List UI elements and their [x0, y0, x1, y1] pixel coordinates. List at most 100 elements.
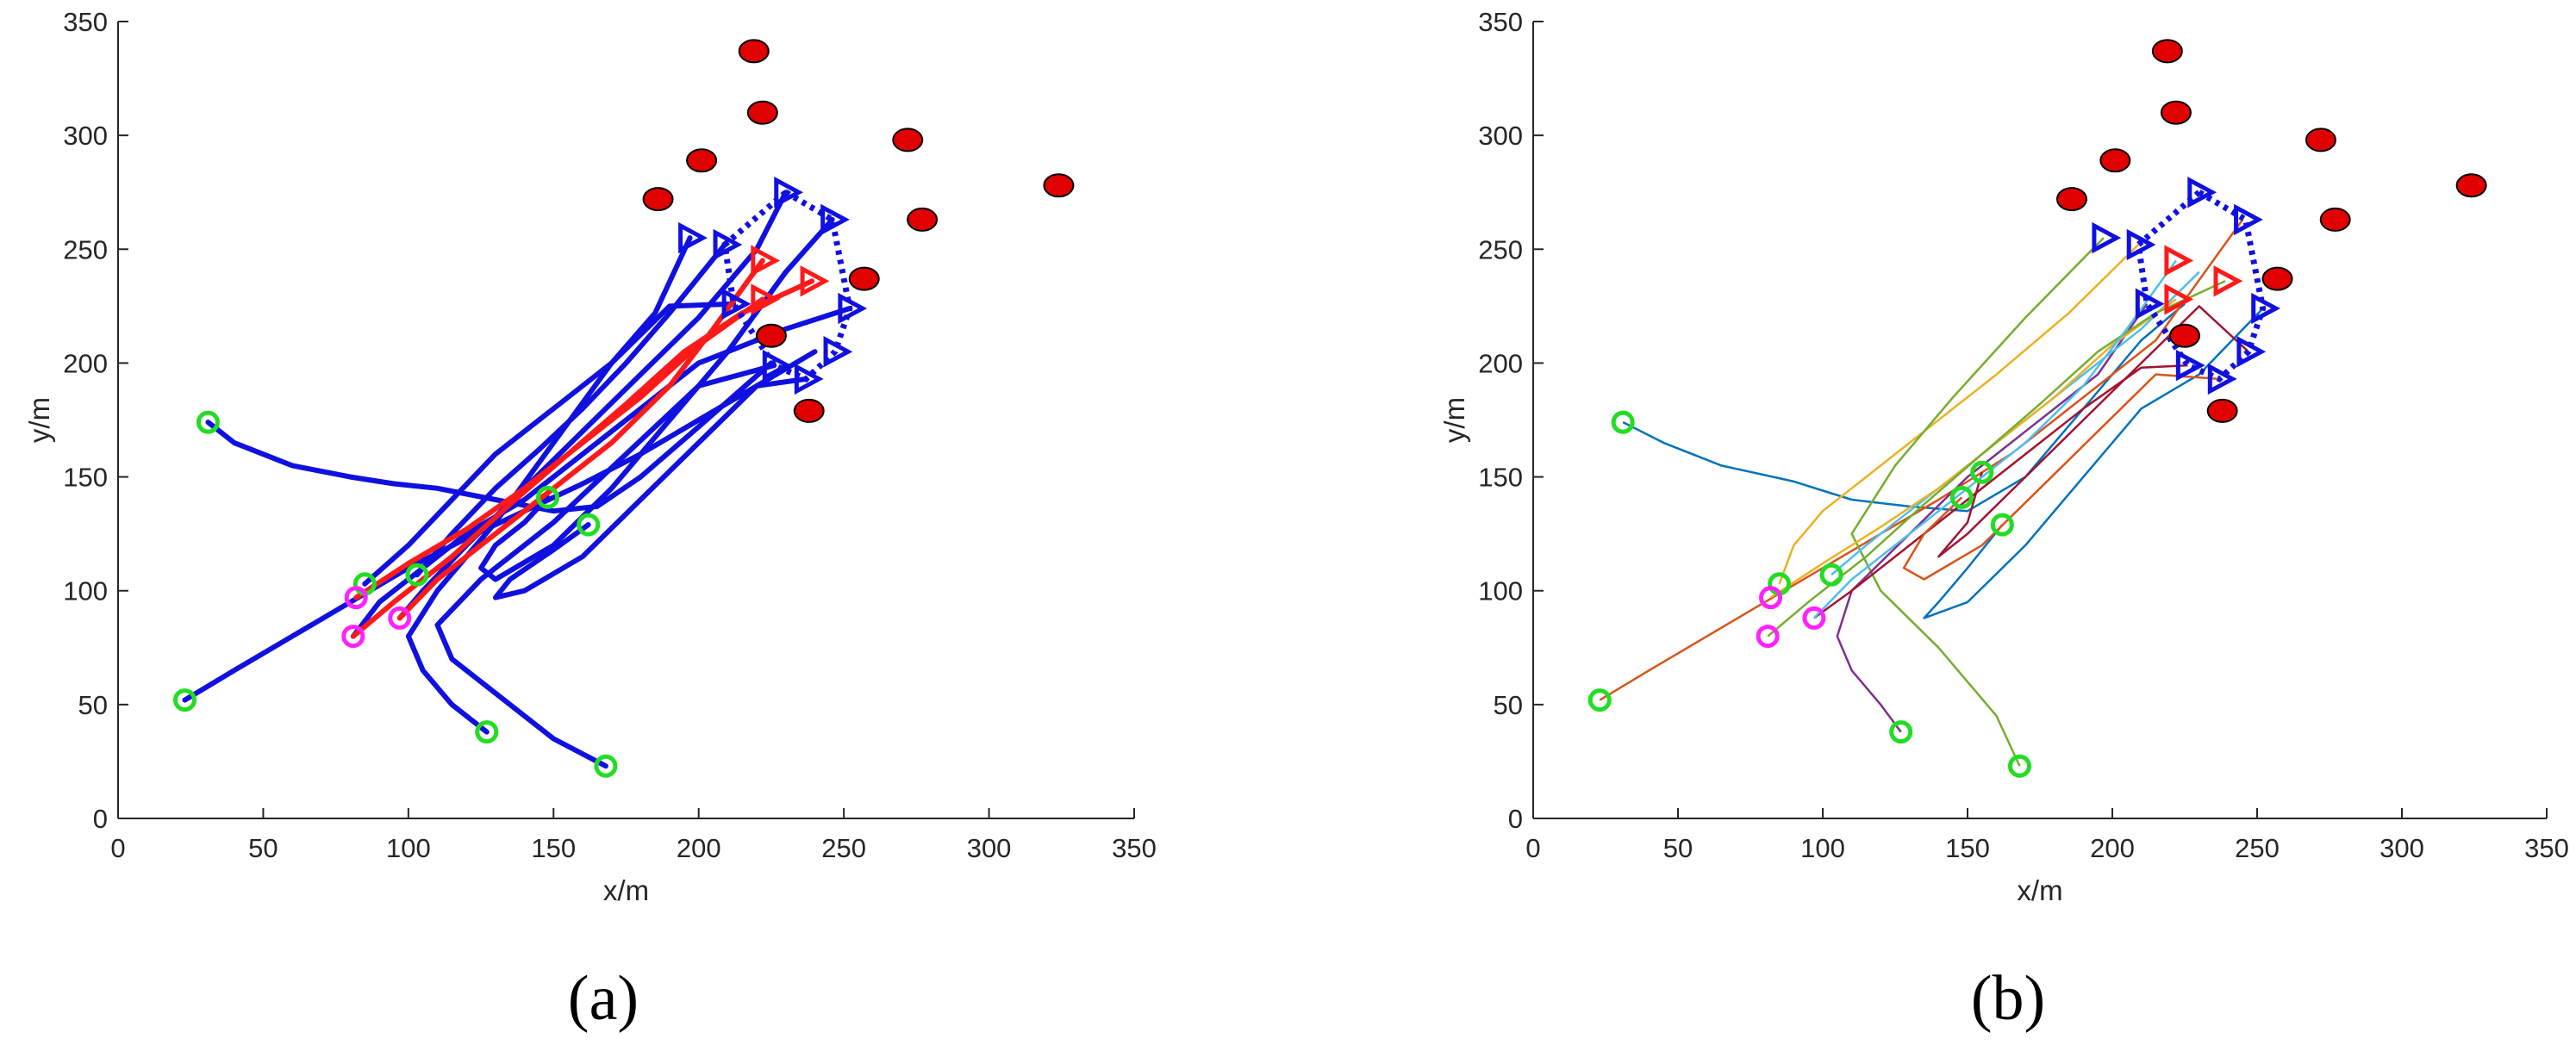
green-start-marker — [594, 754, 618, 778]
x-tick-label: 200 — [2090, 833, 2135, 863]
y-tick-label: 200 — [63, 348, 108, 378]
blue-target-marker — [2175, 349, 2205, 382]
green-start-marker — [475, 720, 499, 744]
panel-label: (b) — [1971, 963, 2045, 1034]
x-axis-title: x/m — [603, 874, 649, 906]
y-tick-label: 0 — [93, 804, 108, 834]
blue-target-marker — [762, 349, 792, 382]
x-tick-label: 300 — [967, 833, 1012, 863]
x-tick-label: 100 — [1800, 833, 1845, 863]
blue-target-marker — [721, 288, 752, 320]
obstacle-marker — [907, 207, 939, 232]
green-start-marker — [577, 513, 601, 537]
blue-target-marker — [820, 203, 850, 236]
x-tick-label: 50 — [248, 833, 278, 863]
blue-trajectory — [362, 235, 693, 587]
x-tick-label: 200 — [677, 833, 721, 863]
obstacle-marker — [2055, 187, 2087, 212]
x-tick-label: 250 — [821, 833, 866, 863]
y-tick-label: 100 — [63, 576, 108, 606]
obstacle-marker — [2151, 39, 2183, 64]
obstacle-marker — [793, 398, 825, 423]
green-start-marker — [1949, 485, 1974, 509]
obstacle-marker — [2099, 148, 2131, 173]
obstacle-marker — [2160, 100, 2192, 125]
blue-target-marker — [823, 336, 853, 368]
obstacle-marker — [2305, 128, 2336, 152]
formation-link — [721, 190, 853, 383]
y-tick-label: 250 — [63, 234, 108, 264]
agent-trajectory — [1923, 308, 2264, 619]
x-tick-label: 250 — [2235, 833, 2280, 863]
agent-trajectory — [1813, 259, 2177, 619]
y-tick-label: 100 — [1478, 576, 1523, 606]
obstacle-marker — [2169, 323, 2200, 348]
agent-trajectory — [1778, 244, 2140, 585]
red-target-marker — [751, 283, 781, 315]
blue-target-marker — [2126, 228, 2156, 261]
green-start-marker — [172, 688, 196, 712]
y-axis-title: y/m — [23, 397, 55, 443]
red-target-marker — [751, 245, 781, 277]
y-tick-label: 50 — [1494, 690, 1523, 720]
x-tick-label: 150 — [531, 833, 576, 863]
green-start-marker — [1990, 513, 2014, 537]
magenta-start-marker — [388, 606, 412, 630]
obstacle-marker — [892, 128, 924, 152]
agent-trajectory — [1767, 280, 2226, 638]
x-axis-title: x/m — [2017, 874, 2062, 906]
x-tick-label: 350 — [1112, 833, 1157, 863]
green-start-marker — [196, 410, 220, 434]
y-tick-label: 300 — [1478, 121, 1523, 151]
obstacle-marker — [755, 323, 787, 348]
y-tick-label: 150 — [63, 463, 108, 493]
blue-target-marker — [2187, 177, 2217, 208]
blue-trajectory — [205, 360, 774, 514]
blue-target-marker — [2251, 292, 2280, 325]
green-start-marker — [405, 563, 429, 587]
magenta-start-marker — [1759, 586, 1783, 610]
panel-label: (a) — [568, 963, 639, 1034]
obstacle-marker — [1043, 173, 1075, 198]
blue-target-marker — [774, 177, 804, 208]
y-tick-label: 50 — [78, 690, 108, 720]
blue-trajectory — [182, 349, 818, 703]
blue-target-marker — [2207, 363, 2237, 395]
blue-target-marker — [838, 292, 868, 325]
y-tick-label: 350 — [63, 7, 108, 37]
x-tick-label: 100 — [386, 833, 431, 863]
blue-target-marker — [2092, 221, 2122, 254]
magenta-start-marker — [1802, 606, 1826, 630]
red-trajectory — [350, 278, 815, 639]
red-target-marker — [2164, 245, 2194, 277]
blue-target-marker — [2135, 288, 2165, 320]
y-tick-label: 350 — [1478, 7, 1523, 37]
obstacle-marker — [848, 266, 880, 291]
magenta-start-marker — [344, 586, 368, 610]
red-target-marker — [2213, 265, 2243, 297]
x-tick-label: 50 — [1663, 833, 1693, 863]
agent-trajectory — [1902, 373, 2220, 581]
panel-a: 0 50 100 150 200 250 300 350 0 50 100 150 200 250 300 3… — [23, 7, 1157, 906]
x-tick-label: 0 — [110, 833, 125, 863]
obstacle-marker — [738, 39, 770, 64]
obstacle-marker — [2206, 398, 2238, 423]
agent-trajectory — [1831, 271, 2200, 576]
green-start-marker — [1970, 460, 1994, 484]
blue-trajectory — [396, 190, 789, 621]
obstacle-marker — [746, 100, 778, 125]
x-tick-label: 350 — [2524, 833, 2569, 863]
y-tick-label: 300 — [63, 121, 108, 151]
formation-link — [2135, 190, 2267, 383]
green-start-marker — [1611, 410, 1635, 434]
blue-target-marker — [2236, 336, 2267, 368]
blue-target-marker — [678, 221, 708, 254]
x-tick-label: 150 — [1945, 833, 1990, 863]
y-tick-label: 250 — [1478, 234, 1523, 264]
green-start-marker — [536, 485, 560, 509]
obstacle-marker — [2455, 173, 2487, 198]
green-start-marker — [2007, 754, 2031, 778]
blue-trajectory — [434, 363, 777, 769]
y-tick-label: 150 — [1478, 463, 1523, 493]
